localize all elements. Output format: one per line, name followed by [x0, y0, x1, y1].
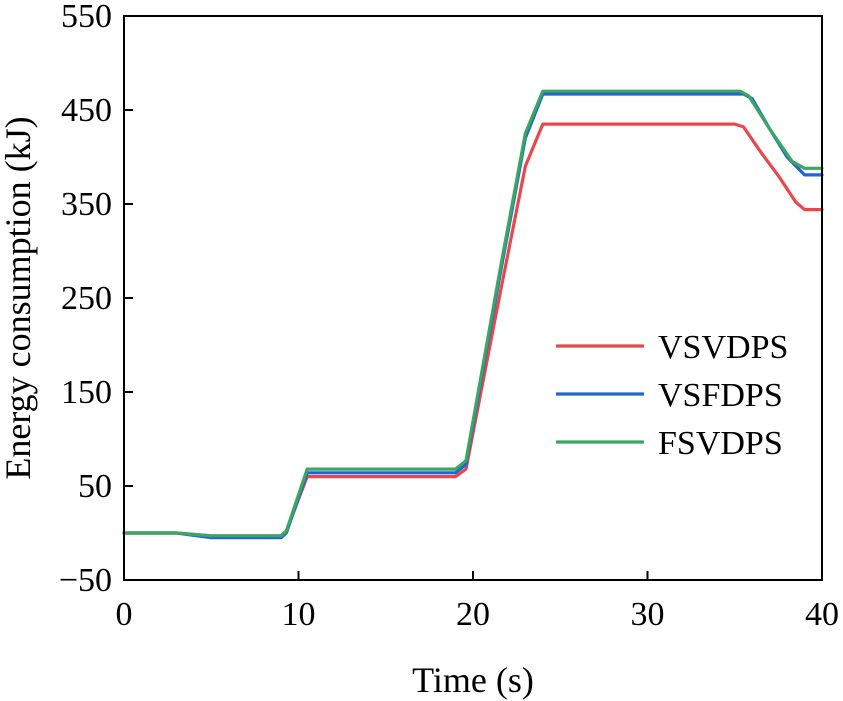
y-tick-label: 50 — [78, 468, 112, 505]
y-tick-label: 450 — [61, 92, 112, 129]
legend-label-fsvdps: FSVDPS — [658, 425, 783, 462]
x-axis-title: Time (s) — [412, 660, 534, 700]
legend: VSVDPS VSFDPS FSVDPS — [556, 329, 788, 462]
y-tick-label: 150 — [61, 374, 112, 411]
legend-label-vsfdps: VSFDPS — [658, 377, 783, 414]
plot-lines — [122, 89, 824, 540]
y-tick-label: 350 — [61, 186, 112, 223]
x-tick-label: 0 — [116, 596, 133, 633]
series-line-fsvdps — [122, 89, 824, 538]
x-tick-label: 30 — [631, 596, 665, 633]
x-tick-label: 20 — [456, 596, 490, 633]
x-axis-ticks: 0 10 20 30 40 — [116, 571, 839, 633]
y-tick-label: 550 — [61, 0, 112, 35]
plot-frame — [123, 15, 823, 581]
x-tick-label: 10 — [282, 596, 316, 633]
y-tick-label: −50 — [59, 562, 112, 599]
series-line-vsfdps — [122, 92, 824, 540]
legend-label-vsvdps: VSVDPS — [658, 329, 788, 366]
y-axis-ticks: −50 50 150 250 350 450 550 — [59, 0, 133, 599]
y-tick-label: 250 — [61, 280, 112, 317]
y-axis-title: Energy consumption (kJ) — [0, 116, 38, 479]
x-tick-label: 40 — [805, 596, 839, 633]
